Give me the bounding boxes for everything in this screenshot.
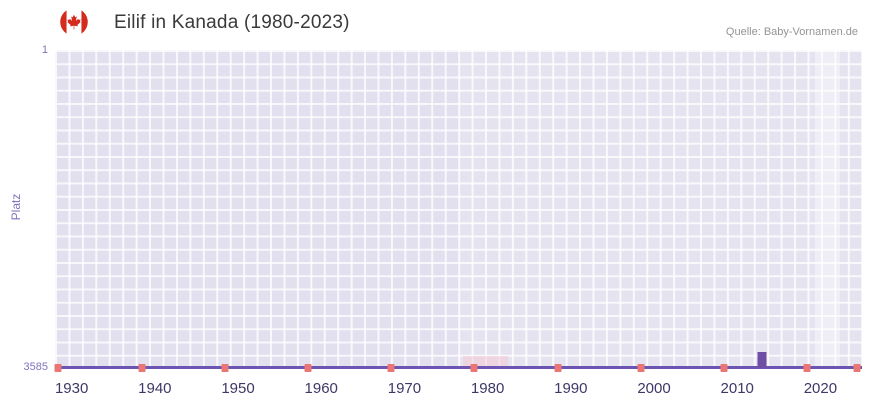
x-tick-label: 2000 <box>637 380 671 397</box>
canada-flag-icon <box>60 8 88 36</box>
x-tick-label: 1940 <box>138 380 172 397</box>
plot-area[interactable] <box>54 50 862 372</box>
x-axis-ticks: 1930 1940 1950 1960 1970 1980 1990 2000 2010 2020 <box>55 374 862 402</box>
x-tick-label: 1990 <box>554 380 588 397</box>
source-attribution: Quelle: Baby-Vornamen.de <box>725 26 858 38</box>
axis-mark <box>637 364 645 372</box>
axis-mark <box>470 364 478 372</box>
x-tick-label: 1950 <box>221 380 255 397</box>
y-tick-max: 1 <box>41 44 48 56</box>
data-bar[interactable] <box>757 351 767 368</box>
highlight-band <box>814 50 840 368</box>
axis-mark <box>803 364 811 372</box>
axis-mark <box>304 364 312 372</box>
x-tick-label: 2010 <box>720 380 754 397</box>
axis-mark <box>221 364 229 372</box>
axis-mark <box>720 364 728 372</box>
axis-mark <box>554 364 561 372</box>
x-axis-line <box>55 366 862 369</box>
axis-mark <box>387 364 395 372</box>
x-tick-label: 1980 <box>470 380 505 397</box>
axis-mark <box>853 364 861 372</box>
axis-mark <box>138 364 146 372</box>
y-tick-min: 3585 <box>23 361 48 373</box>
x-tick-label: 1930 <box>54 380 89 397</box>
x-tick-label: 1970 <box>387 380 422 397</box>
axis-mark <box>54 364 62 372</box>
y-axis-title: Platz <box>9 193 23 221</box>
x-tick-label: 1960 <box>304 380 338 397</box>
highlight-band <box>458 50 862 368</box>
x-tick-label: 2020 <box>803 380 838 397</box>
page-title: Eilif in Kanada (1980-2023) <box>114 12 350 33</box>
